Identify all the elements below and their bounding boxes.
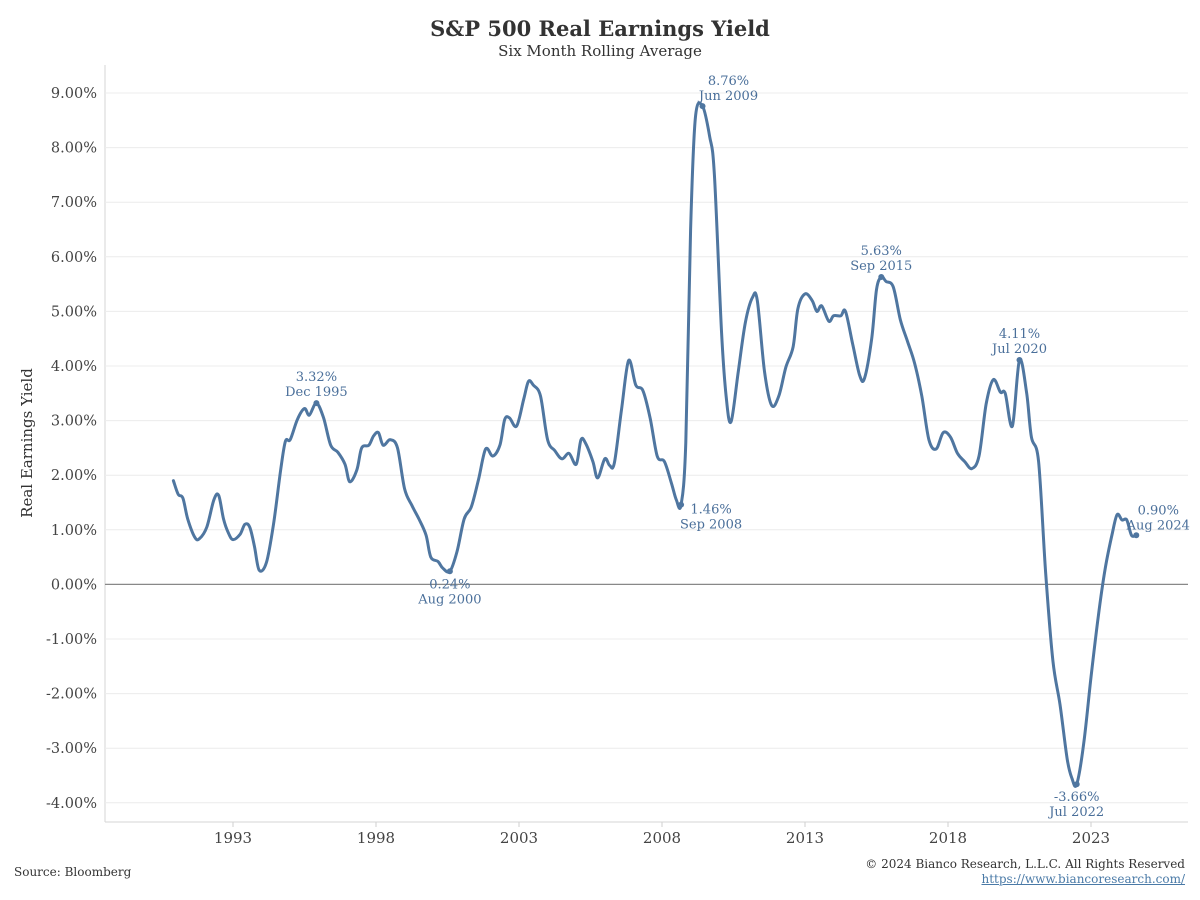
annotation-value: -3.66% xyxy=(1054,790,1100,805)
annotation-date: Jun 2009 xyxy=(697,89,758,104)
x-tick-label: 1998 xyxy=(357,829,395,847)
y-tick-label: 8.00% xyxy=(51,141,97,157)
annotation-marker xyxy=(678,501,685,508)
annotation-date: Sep 2008 xyxy=(680,518,742,533)
x-tick-label: 2018 xyxy=(929,829,967,847)
annotation-marker xyxy=(878,274,885,281)
source-note: Source: Bloomberg xyxy=(14,865,132,879)
annotation-marker xyxy=(1073,781,1080,788)
annotation-marker xyxy=(1016,356,1023,363)
y-tick-label: -2.00% xyxy=(46,687,97,703)
y-tick-label: 4.00% xyxy=(51,359,97,375)
annotation-value: 1.46% xyxy=(690,503,731,518)
y-tick-label: 1.00% xyxy=(51,523,97,539)
annotation-value: 3.32% xyxy=(296,370,337,385)
y-tick-label: -3.00% xyxy=(46,741,97,757)
series-line xyxy=(171,101,1138,788)
annotation-date: Aug 2000 xyxy=(417,592,481,607)
x-tick-label: 2023 xyxy=(1072,829,1110,847)
annotation-marker xyxy=(1133,532,1140,539)
y-tick-label: 2.00% xyxy=(51,468,97,484)
x-tick-label: 1993 xyxy=(214,829,252,847)
annotation-date: Sep 2015 xyxy=(850,259,912,274)
y-tick-label: 9.00% xyxy=(51,86,97,102)
y-tick-label: -1.00% xyxy=(46,632,97,648)
y-tick-label: 6.00% xyxy=(51,250,97,266)
x-tick-label: 2008 xyxy=(643,829,681,847)
chart-title: S&P 500 Real Earnings Yield xyxy=(430,16,770,41)
annotation-value: 4.11% xyxy=(999,327,1040,342)
annotation-value: 0.24% xyxy=(429,577,470,592)
annotation-value: 5.63% xyxy=(861,244,902,259)
chart-subtitle: Six Month Rolling Average xyxy=(498,42,702,60)
y-tick-label: 3.00% xyxy=(51,414,97,430)
annotation-date: Aug 2024 xyxy=(1126,518,1190,533)
y-tick-label: -4.00% xyxy=(46,796,97,812)
copyright-block: © 2024 Bianco Research, L.L.C. All Right… xyxy=(865,857,1185,887)
y-tick-label: 0.00% xyxy=(51,577,97,593)
x-tick-label: 2003 xyxy=(500,829,538,847)
annotation-marker xyxy=(313,400,320,407)
annotation-date: Jul 2020 xyxy=(990,342,1047,357)
x-tick-label: 2013 xyxy=(786,829,824,847)
annotation-date: Dec 1995 xyxy=(285,385,348,400)
annotation-date: Jul 2022 xyxy=(1047,805,1104,820)
annotation-marker xyxy=(446,568,453,575)
y-tick-label: 5.00% xyxy=(51,304,97,320)
copyright-text: © 2024 Bianco Research, L.L.C. All Right… xyxy=(865,857,1185,871)
website-link[interactable]: https://www.biancoresearch.com/ xyxy=(981,872,1185,886)
y-tick-label: 7.00% xyxy=(51,195,97,211)
annotation-value: 8.76% xyxy=(708,74,749,89)
annotation-marker xyxy=(699,103,706,110)
annotation-value: 0.90% xyxy=(1138,503,1179,518)
